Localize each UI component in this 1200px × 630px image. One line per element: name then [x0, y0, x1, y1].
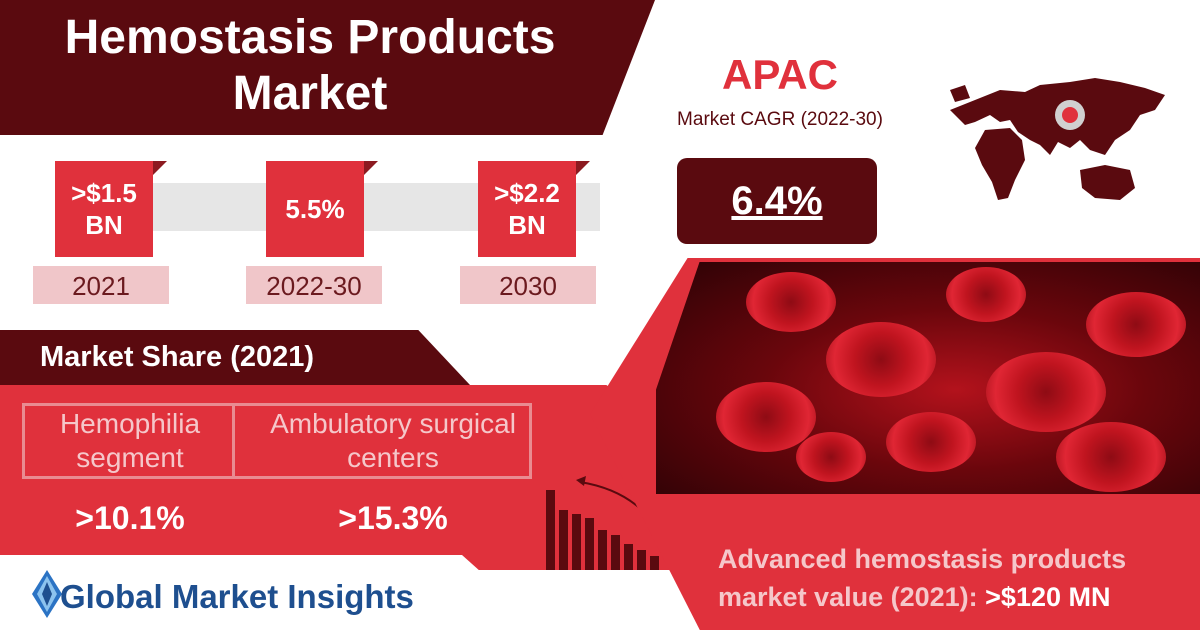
share-label-hemophilia: Hemophilia segment: [59, 408, 201, 473]
share-label-frame: [22, 403, 532, 479]
year-label: 2021: [33, 266, 169, 304]
title-line-2: Market: [232, 67, 388, 120]
stat-value: >$1.5 BN: [71, 178, 137, 240]
stat-value: 5.5%: [285, 194, 345, 224]
stat-box-2022-30: 5.5%: [266, 161, 378, 257]
share-value-hemophilia: >10.1%: [75, 500, 185, 536]
blood-cells-image: [656, 262, 1200, 494]
year-label: 2030: [460, 266, 596, 304]
world-map-icon: [950, 78, 1165, 200]
logo-diamond-icon: [32, 570, 62, 618]
stat-value: >$2.2 BN: [494, 178, 560, 240]
share-label-ambulatory: Ambulatory surgical centers: [270, 408, 516, 473]
title-line-1: Hemostasis Products: [64, 11, 556, 64]
cagr-value: 6.4%: [731, 179, 823, 223]
region-subtitle: Market CAGR (2022-30): [677, 109, 883, 130]
title-banner: [0, 0, 655, 135]
advanced-value: >$120 MN: [985, 582, 1111, 612]
share-value-ambulatory: >15.3%: [338, 500, 448, 536]
stat-box-2030: >$2.2 BN: [478, 161, 590, 257]
advanced-value-box: [708, 520, 1200, 630]
logo-area: [0, 555, 546, 630]
share-divider: [232, 403, 235, 479]
region-name: APAC: [722, 51, 838, 98]
page-title: Hemostasis Products Market: [0, 10, 620, 122]
market-share-header: [0, 330, 470, 385]
market-share-heading: Market Share (2021): [40, 341, 315, 373]
year-label: 2022-30: [246, 266, 382, 304]
logo-text: Global Market Insights: [60, 578, 414, 615]
advanced-label: Advanced hemostasis products market valu…: [718, 544, 1127, 612]
stat-box-2021: >$1.5 BN: [55, 161, 167, 257]
cagr-box: [677, 158, 877, 244]
advanced-value-text: Advanced hemostasis products market valu…: [718, 540, 1188, 616]
